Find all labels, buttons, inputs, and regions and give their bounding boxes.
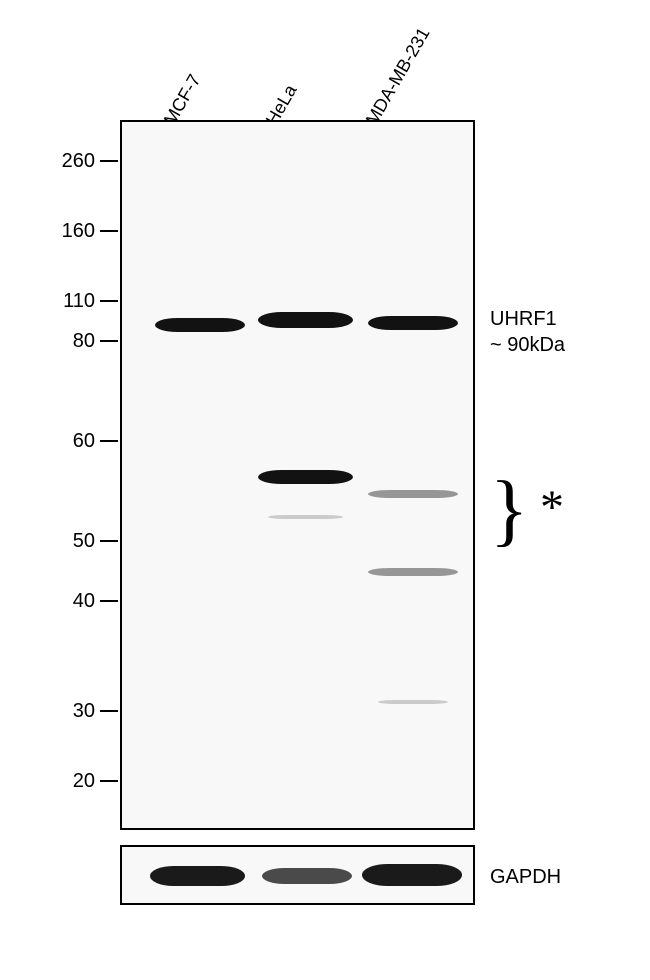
mw-tick (100, 780, 118, 782)
western-blot-figure: MCF-7 HeLa MDA-MB-231 260 160 110 80 60 … (0, 0, 650, 980)
band-uhrf1-mdamb231 (368, 316, 458, 330)
mw-tick (100, 710, 118, 712)
band-hela-50kda-faint (268, 515, 343, 519)
label-gapdh: GAPDH (490, 866, 561, 889)
mw-label-40: 40 (45, 590, 95, 613)
mw-tick (100, 160, 118, 162)
mw-label-30: 30 (45, 700, 95, 723)
mw-tick (100, 300, 118, 302)
label-uhrf1-mass: ~ 90kDa (490, 334, 565, 357)
mw-tick (100, 600, 118, 602)
band-mda-30kda-faint (378, 700, 448, 704)
band-gapdh-mcf7 (150, 866, 245, 886)
mw-label-110: 110 (45, 290, 95, 313)
band-mda-45kda (368, 568, 458, 576)
mw-tick (100, 440, 118, 442)
band-uhrf1-hela (258, 312, 353, 328)
label-uhrf1: UHRF1 (490, 308, 557, 331)
mw-tick (100, 540, 118, 542)
lane-label-mdamb231: MDA-MB-231 (362, 24, 435, 129)
mw-tick (100, 230, 118, 232)
mw-label-260: 260 (45, 150, 95, 173)
mw-label-80: 80 (45, 330, 95, 353)
nonspecific-asterisk: * (540, 480, 564, 535)
mw-label-20: 20 (45, 770, 95, 793)
nonspecific-brace: } (490, 470, 528, 550)
band-gapdh-hela (262, 868, 352, 884)
band-mda-53kda (368, 490, 458, 498)
band-hela-55kda (258, 470, 353, 484)
band-uhrf1-mcf7 (155, 318, 245, 332)
mw-label-160: 160 (45, 220, 95, 243)
mw-tick (100, 340, 118, 342)
band-gapdh-mdamb231 (362, 864, 462, 886)
mw-label-50: 50 (45, 530, 95, 553)
mw-label-60: 60 (45, 430, 95, 453)
